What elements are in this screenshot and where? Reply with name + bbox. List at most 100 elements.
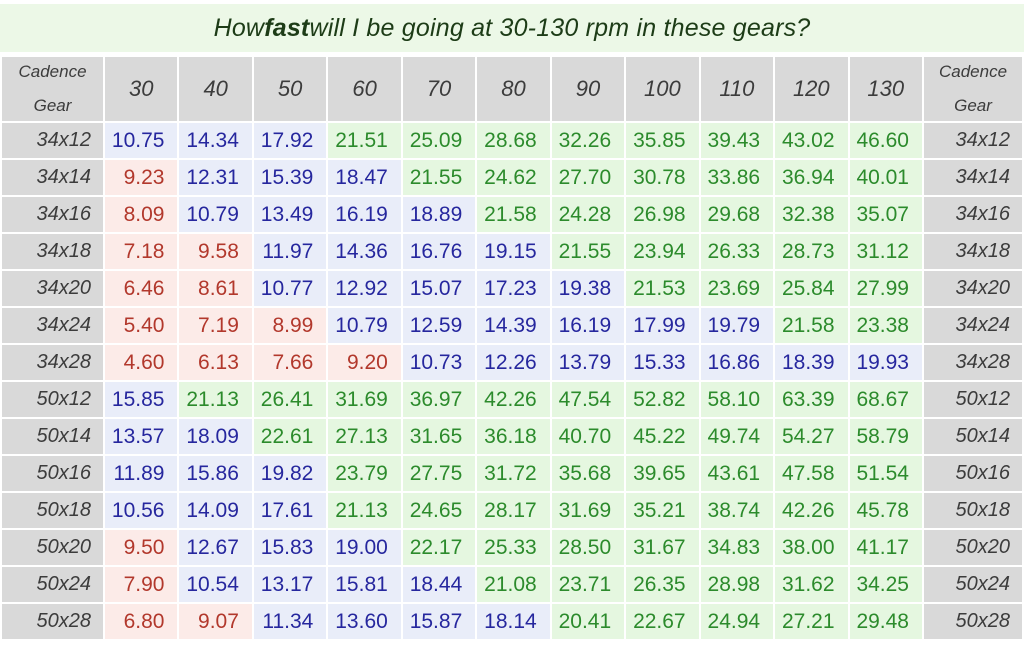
table-row: 34x18 7.18 9.58 11.97 14.36 16.76 19.15 21.55 23… <box>0 232 1024 271</box>
corner-gear-label: Gear <box>33 96 72 115</box>
speed-cell: 40.01 <box>847 158 925 197</box>
top-strip <box>0 0 1024 4</box>
title-suffix: will I be going at 30-130 rpm in these g… <box>309 13 811 42</box>
speed-cell: 7.19 <box>177 306 254 345</box>
cadence-header: 50 <box>251 55 329 123</box>
speed-cell: 16.19 <box>326 195 403 234</box>
gear-label-left: 50x14 <box>0 417 105 456</box>
speed-cell: 49.74 <box>698 417 776 456</box>
speed-cell: 28.73 <box>773 232 850 271</box>
speed-cell: 46.60 <box>847 121 925 160</box>
speed-cell: 18.89 <box>400 195 478 234</box>
table-row: 50x28 6.80 9.07 11.34 13.60 15.87 18.14 20.41 22… <box>0 602 1024 641</box>
speed-cell: 11.89 <box>102 454 180 493</box>
speed-cell: 7.90 <box>102 565 180 604</box>
table-row: 50x24 7.90 10.54 13.17 15.81 18.44 21.08 23.71 2… <box>0 565 1024 604</box>
speed-cell: 12.31 <box>177 158 254 197</box>
speed-cell: 21.08 <box>475 565 552 604</box>
speed-cell: 29.68 <box>698 195 776 234</box>
speed-cell: 33.86 <box>698 158 776 197</box>
gear-label-right: 50x24 <box>922 565 1024 604</box>
speed-cell: 31.12 <box>847 232 925 271</box>
speed-cell: 34.25 <box>847 565 925 604</box>
speed-cell: 36.97 <box>400 380 478 419</box>
speed-cell: 43.02 <box>773 121 850 160</box>
speed-cell: 19.82 <box>251 454 329 493</box>
cadence-header: 60 <box>326 55 403 123</box>
speed-cell: 10.79 <box>326 306 403 345</box>
cadence-header: 130 <box>847 55 925 123</box>
gear-speed-table: Cadence Gear 30 40 50 60 70 80 90 100 110 120 130 Cad… <box>0 55 1024 641</box>
speed-cell: 45.78 <box>847 491 925 530</box>
speed-cell: 21.13 <box>326 491 403 530</box>
speed-cell: 35.85 <box>624 121 701 160</box>
speed-cell: 15.85 <box>102 380 180 419</box>
speed-cell: 42.26 <box>773 491 850 530</box>
speed-cell: 30.78 <box>624 158 701 197</box>
speed-cell: 18.14 <box>475 602 552 641</box>
speed-cell: 14.39 <box>475 306 552 345</box>
speed-cell: 28.17 <box>475 491 552 530</box>
speed-cell: 23.38 <box>847 306 925 345</box>
speed-cell: 45.22 <box>624 417 701 456</box>
table-body: 34x12 10.75 14.34 17.92 21.51 25.09 28.68 32.26… <box>0 121 1024 641</box>
speed-cell: 26.35 <box>624 565 701 604</box>
gear-label-left: 50x20 <box>0 528 105 567</box>
speed-cell: 32.26 <box>549 121 627 160</box>
speed-cell: 31.67 <box>624 528 701 567</box>
speed-cell: 52.82 <box>624 380 701 419</box>
speed-cell: 23.71 <box>549 565 627 604</box>
cadence-header: 70 <box>400 55 478 123</box>
speed-cell: 18.44 <box>400 565 478 604</box>
speed-cell: 27.13 <box>326 417 403 456</box>
gear-label-left: 50x18 <box>0 491 105 530</box>
speed-cell: 16.86 <box>698 343 776 382</box>
speed-cell: 22.67 <box>624 602 701 641</box>
speed-cell: 10.75 <box>102 121 180 160</box>
speed-cell: 43.61 <box>698 454 776 493</box>
speed-cell: 63.39 <box>773 380 850 419</box>
speed-cell: 68.67 <box>847 380 925 419</box>
cadence-header: 80 <box>475 55 552 123</box>
speed-cell: 28.50 <box>549 528 627 567</box>
speed-cell: 35.21 <box>624 491 701 530</box>
gear-label-left: 50x16 <box>0 454 105 493</box>
speed-cell: 5.40 <box>102 306 180 345</box>
speed-cell: 24.62 <box>475 158 552 197</box>
speed-cell: 19.38 <box>549 269 627 308</box>
speed-cell: 28.98 <box>698 565 776 604</box>
speed-cell: 31.62 <box>773 565 850 604</box>
table-row: 34x16 8.09 10.79 13.49 16.19 18.89 21.58 24.28 2… <box>0 195 1024 234</box>
corner-cadence-label: Cadence <box>18 62 87 81</box>
speed-cell: 25.09 <box>400 121 478 160</box>
speed-cell: 34.83 <box>698 528 776 567</box>
corner-gear-label: Gear <box>954 96 992 115</box>
speed-cell: 12.59 <box>400 306 478 345</box>
speed-cell: 19.79 <box>698 306 776 345</box>
table-row: 34x12 10.75 14.34 17.92 21.51 25.09 28.68 32.26… <box>0 121 1024 160</box>
speed-cell: 40.70 <box>549 417 627 456</box>
speed-cell: 13.60 <box>326 602 403 641</box>
speed-cell: 27.99 <box>847 269 925 308</box>
speed-cell: 13.17 <box>251 565 329 604</box>
speed-cell: 9.20 <box>326 343 403 382</box>
speed-cell: 36.18 <box>475 417 552 456</box>
speed-cell: 39.65 <box>624 454 701 493</box>
speed-cell: 23.69 <box>698 269 776 308</box>
table-row: 34x24 5.40 7.19 8.99 10.79 12.59 14.39 16.19 17.… <box>0 306 1024 345</box>
speed-cell: 15.81 <box>326 565 403 604</box>
speed-cell: 17.61 <box>251 491 329 530</box>
speed-cell: 58.10 <box>698 380 776 419</box>
gear-label-right: 50x12 <box>922 380 1024 419</box>
speed-cell: 47.58 <box>773 454 850 493</box>
cadence-header: 100 <box>624 55 701 123</box>
speed-cell: 12.26 <box>475 343 552 382</box>
corner-header-left: Cadence Gear <box>0 55 105 123</box>
speed-cell: 8.09 <box>102 195 180 234</box>
speed-cell: 15.39 <box>251 158 329 197</box>
title-prefix: How <box>213 13 265 42</box>
speed-cell: 15.87 <box>400 602 478 641</box>
speed-cell: 14.36 <box>326 232 403 271</box>
speed-cell: 22.61 <box>251 417 329 456</box>
